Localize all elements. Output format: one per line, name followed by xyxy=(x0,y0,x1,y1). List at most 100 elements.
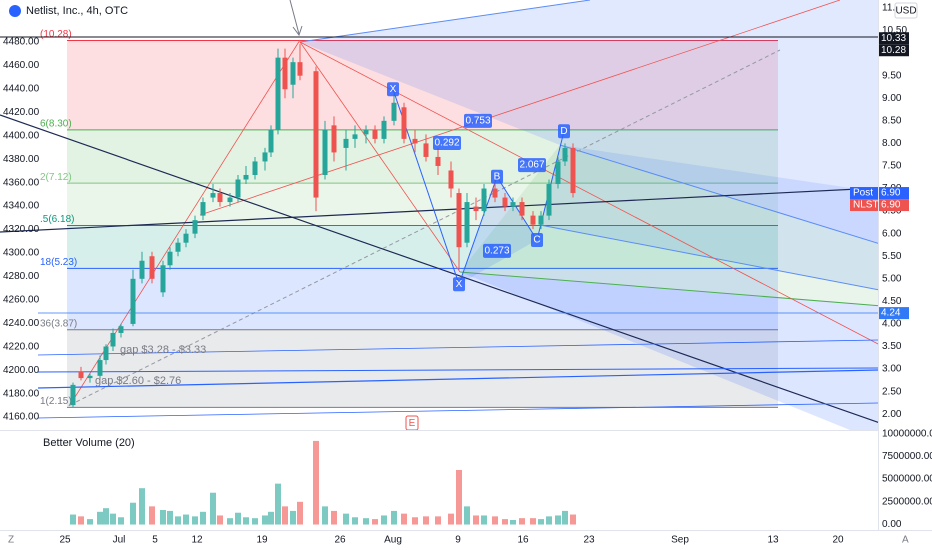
candle-body xyxy=(252,161,258,175)
candle-body xyxy=(243,174,249,180)
pitchfork-line xyxy=(299,0,591,43)
candle-body xyxy=(200,202,206,216)
y-tick-label: 4160.00 xyxy=(3,412,40,423)
candle-body xyxy=(546,184,552,216)
x-tick-label: 25 xyxy=(59,535,71,546)
y-tick-label: 4180.00 xyxy=(3,388,40,399)
y-tick-label: 4360.00 xyxy=(3,177,40,188)
candle-body xyxy=(322,129,328,175)
y-tick-label: 4340.00 xyxy=(3,201,40,212)
price-tag xyxy=(879,187,909,200)
x-tick-label: Sep xyxy=(671,535,689,546)
y2-tick-label: 4.00 xyxy=(882,319,902,330)
y2-tick-label: 6.00 xyxy=(882,228,902,239)
candle-body xyxy=(372,129,378,139)
price-tag-name: NLST xyxy=(853,200,879,211)
candle-body xyxy=(103,346,109,361)
arrow xyxy=(289,0,300,35)
pattern-box xyxy=(387,82,399,97)
candle-body xyxy=(473,206,479,212)
zoom-control[interactable]: Z xyxy=(8,535,14,546)
candle-body xyxy=(297,62,303,76)
volume-bar xyxy=(570,514,576,525)
y-tick-label: 4380.00 xyxy=(3,154,40,165)
pattern-leg xyxy=(496,176,538,241)
volume-bar xyxy=(268,511,274,525)
volume-tick-label: 10000000.00 xyxy=(882,428,932,439)
earnings-label[interactable]: E xyxy=(409,418,416,429)
y2-tick-label: 8.00 xyxy=(882,138,902,149)
candle-body xyxy=(519,202,525,216)
volume-bar xyxy=(435,516,441,525)
pattern-label: 0.292 xyxy=(434,138,459,149)
x-tick-label: 5 xyxy=(152,535,158,546)
volume-bar xyxy=(352,517,358,525)
pattern-box xyxy=(464,113,492,128)
candle-body xyxy=(435,156,441,166)
y-tick-label: 4240.00 xyxy=(3,318,40,329)
y-tick-label: 4440.00 xyxy=(3,84,40,95)
pattern-box xyxy=(453,277,465,292)
h-line xyxy=(37,339,879,356)
x-tick-label: 20 xyxy=(832,535,844,546)
volume-bar xyxy=(448,513,454,525)
candle-body xyxy=(530,215,536,225)
pattern-labels: X X B C D 0.753 0.292 2.067 0.273 xyxy=(387,82,570,292)
currency[interactable]: USD xyxy=(895,6,916,17)
volume-bar xyxy=(103,508,109,525)
pattern-area xyxy=(459,176,537,285)
candle-body xyxy=(562,147,568,162)
volume-bar xyxy=(290,510,296,525)
candle-body xyxy=(235,179,241,198)
h-line xyxy=(37,369,879,389)
volume-bar xyxy=(502,519,508,525)
pitchfork-zone xyxy=(540,145,932,300)
volume-bar xyxy=(252,518,258,525)
y-tick-label: 4200.00 xyxy=(3,365,40,376)
candle-body xyxy=(139,260,145,279)
candle-body xyxy=(227,197,233,203)
candle-body xyxy=(363,129,369,135)
y-tick-label: 4300.00 xyxy=(3,248,40,259)
trend-line xyxy=(0,114,901,431)
x-tick-label: 9 xyxy=(455,535,461,546)
candle-body xyxy=(423,143,429,157)
volume-title: Better Volume (20) xyxy=(43,437,135,449)
trend-line xyxy=(199,0,841,216)
candle-body xyxy=(492,188,498,198)
y2-tick-label: 7.50 xyxy=(882,161,902,172)
currency-box[interactable] xyxy=(894,2,918,19)
volume-bar xyxy=(192,516,198,525)
y2-tick-label: 11.00 xyxy=(882,3,907,14)
y2-tick-label: 5.00 xyxy=(882,273,902,284)
candle-body xyxy=(391,102,397,121)
fib-label: 1(2.15) xyxy=(40,396,72,407)
volume-tick-label: 0.00 xyxy=(882,519,902,530)
volume-bar xyxy=(110,513,116,525)
candle-body xyxy=(110,332,116,347)
h-line xyxy=(37,402,879,419)
volume-bar xyxy=(519,518,525,525)
candle-body xyxy=(282,57,288,90)
pattern-box xyxy=(531,232,543,247)
y2-tick-label: 3.00 xyxy=(882,364,902,375)
y2-tick-label: 2.00 xyxy=(882,409,902,420)
volume-bar xyxy=(297,501,303,525)
volume-bar xyxy=(492,516,498,525)
auto-control[interactable]: A xyxy=(902,535,909,546)
volume-bar xyxy=(372,519,378,525)
volume-bar xyxy=(139,488,145,525)
y2-tick-label: 5.50 xyxy=(882,251,902,262)
candle-body xyxy=(412,138,418,144)
y2-tick-label: 4.50 xyxy=(882,296,902,307)
price-tag-name-box xyxy=(850,199,878,212)
fib-band xyxy=(67,40,778,130)
volume-tick-label: 2500000.00 xyxy=(882,496,932,507)
right-axis xyxy=(878,0,932,530)
candle-body xyxy=(343,138,349,148)
volume-bar xyxy=(78,516,84,525)
fib-band xyxy=(67,268,778,330)
candle-body xyxy=(87,375,93,379)
y-tick-label: 4400.00 xyxy=(3,130,40,141)
